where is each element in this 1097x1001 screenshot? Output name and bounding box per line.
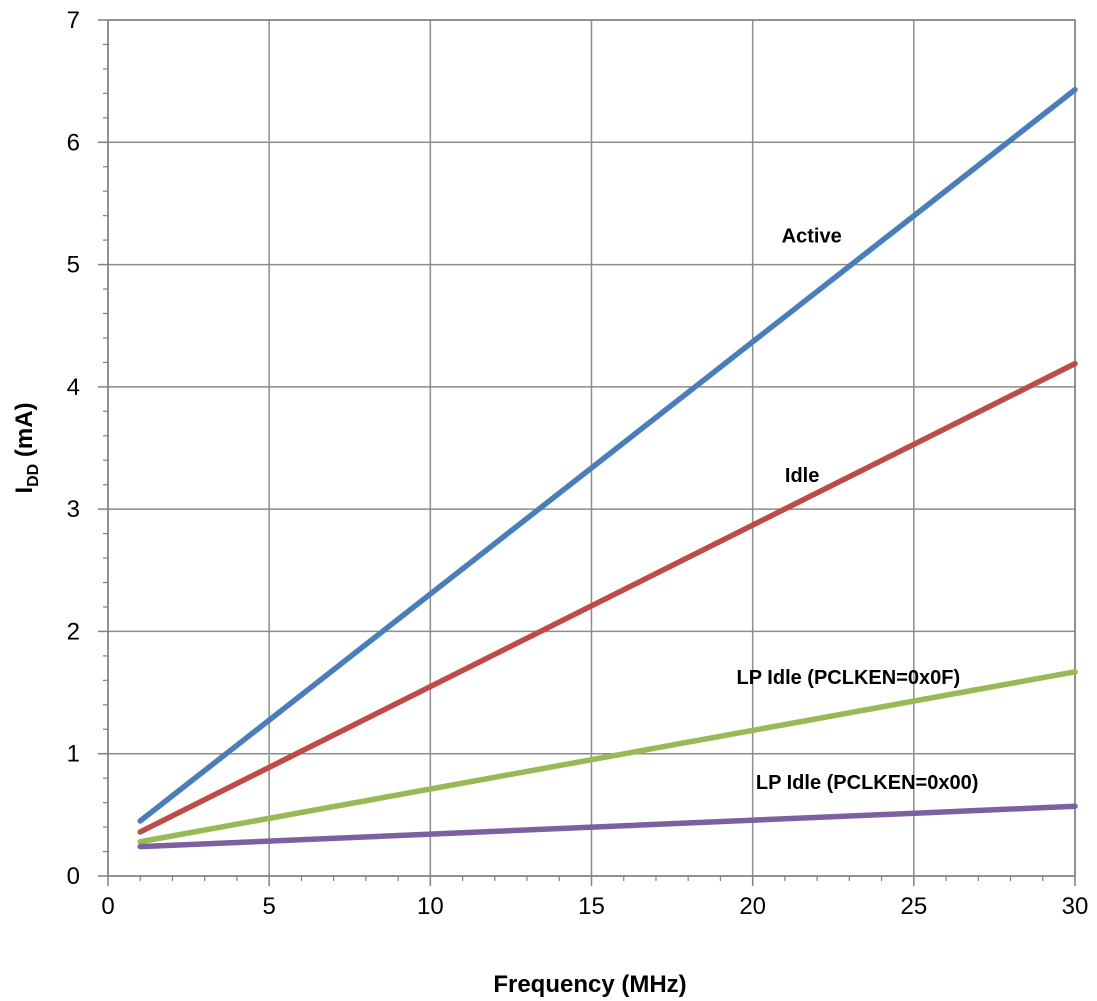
y-tick-label: 3	[67, 496, 80, 523]
y-tick-label: 1	[67, 741, 80, 768]
series-line	[137, 360, 1078, 835]
series-label: Active	[782, 226, 842, 248]
series-label: LP Idle (PCLKEN=0x00)	[756, 772, 978, 794]
x-tick-label: 30	[1062, 893, 1089, 920]
x-tick-label: 0	[101, 893, 114, 920]
y-tick-label: 6	[67, 129, 80, 156]
y-tick-label: 2	[67, 618, 80, 645]
y-tick-label: 4	[67, 374, 80, 401]
x-tick-label: 15	[578, 893, 605, 920]
series-lines	[137, 86, 1078, 850]
series-label: LP Idle (PCLKEN=0x0F)	[737, 667, 961, 689]
plot-area-frame	[107, 19, 1076, 877]
x-tick-label: 20	[739, 893, 766, 920]
series-line	[137, 86, 1078, 824]
x-tick-label: 25	[900, 893, 927, 920]
y-axis-title-subscript: DD	[25, 464, 42, 487]
y-axis-title-main: I	[11, 487, 38, 494]
y-tick-label: 5	[67, 252, 80, 279]
series-label: Idle	[785, 465, 819, 487]
y-tick-label: 0	[67, 863, 80, 890]
y-axis-title: IDD (mA)	[11, 402, 42, 493]
y-axis-title-unit: (mA)	[11, 402, 38, 463]
y-tick-label: 7	[67, 7, 80, 34]
grid	[107, 19, 1076, 877]
series-line	[137, 803, 1078, 850]
tick-marks	[98, 19, 1076, 886]
y-tick-labels: 0 1 2 3 4 5 6 7	[67, 7, 80, 890]
x-tick-label: 10	[417, 893, 444, 920]
x-tick-labels: 0 5 10 15 20 25 30	[101, 893, 1088, 920]
x-tick-label: 5	[262, 893, 275, 920]
series-line	[137, 669, 1078, 845]
series-labels: Active Idle LP Idle (PCLKEN=0x0F) LP Idle (…	[737, 226, 979, 795]
x-axis-title: Frequency (MHz)	[493, 971, 686, 998]
